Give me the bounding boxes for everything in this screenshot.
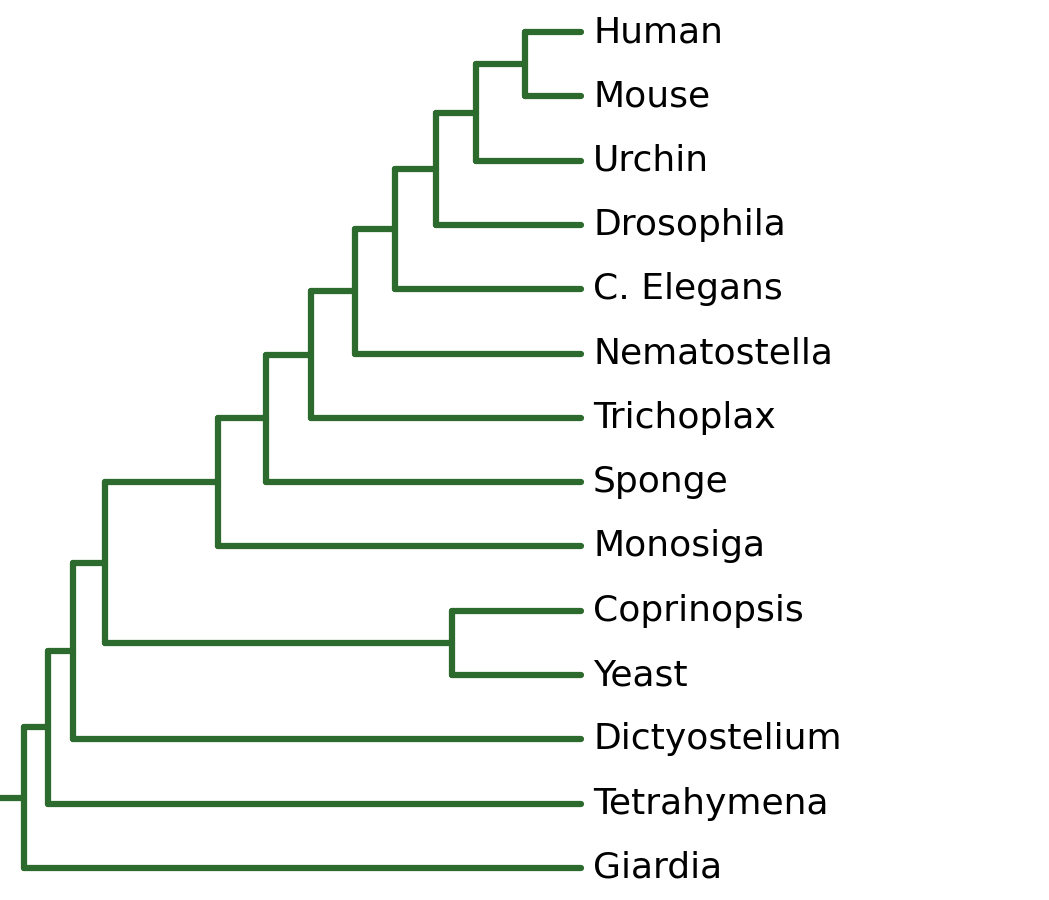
Text: Monosiga: Monosiga: [593, 529, 765, 563]
Text: Giardia: Giardia: [593, 850, 722, 885]
Text: Mouse: Mouse: [593, 79, 710, 113]
Text: Urchin: Urchin: [593, 144, 709, 177]
Text: Tetrahymena: Tetrahymena: [593, 787, 829, 821]
Text: Nematostella: Nematostella: [593, 337, 833, 371]
Text: Human: Human: [593, 15, 723, 50]
Text: Dictyostelium: Dictyostelium: [593, 723, 841, 756]
Text: Yeast: Yeast: [593, 658, 688, 692]
Text: C. Elegans: C. Elegans: [593, 273, 783, 306]
Text: Coprinopsis: Coprinopsis: [593, 594, 804, 627]
Text: Trichoplax: Trichoplax: [593, 400, 776, 435]
Text: Drosophila: Drosophila: [593, 208, 786, 242]
Text: Sponge: Sponge: [593, 465, 729, 500]
